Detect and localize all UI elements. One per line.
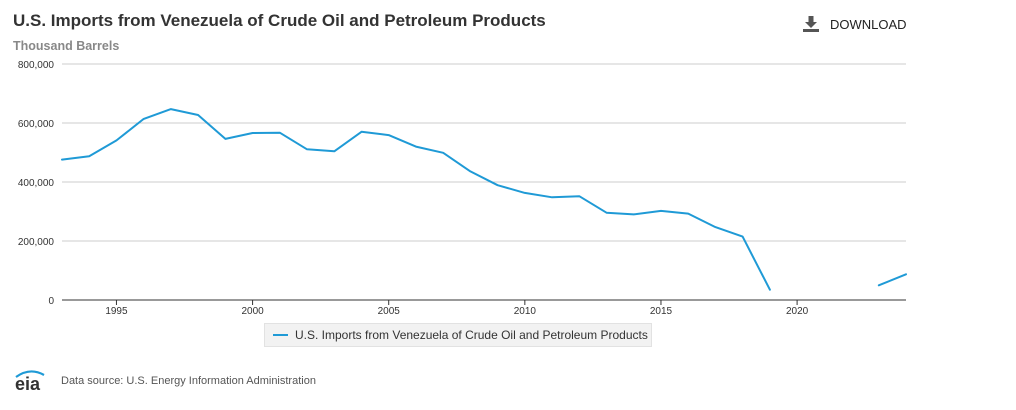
logo-text: eia xyxy=(15,374,41,393)
legend-label: U.S. Imports from Venezuela of Crude Oil… xyxy=(295,328,648,342)
line-chart: 0 200,000 400,000 600,000 800,000 1995 2000 200… xyxy=(18,60,907,317)
legend-item[interactable]: U.S. Imports from Venezuela of Crude Oil… xyxy=(264,323,652,347)
download-icon xyxy=(803,16,819,32)
chart-title: U.S. Imports from Venezuela of Crude Oil… xyxy=(13,11,546,30)
x-tick-label: 2010 xyxy=(514,306,537,317)
y-tick-label: 800,000 xyxy=(18,60,55,71)
series-line xyxy=(61,108,771,291)
y-tick-label: 600,000 xyxy=(18,119,55,130)
eia-logo: eia xyxy=(15,370,45,393)
x-tick-label: 2020 xyxy=(786,306,809,317)
series-line xyxy=(877,273,907,287)
footer: eia Data source: U.S. Energy Information… xyxy=(13,369,316,393)
download-label: DOWNLOAD xyxy=(830,16,907,32)
x-tick-label: 2000 xyxy=(241,306,264,317)
y-tick-label: 400,000 xyxy=(18,178,55,189)
y-tick-label: 0 xyxy=(48,296,54,307)
x-tick-label: 2005 xyxy=(378,306,401,317)
download-button[interactable]: DOWNLOAD xyxy=(803,16,907,32)
data-source: Data source: U.S. Energy Information Adm… xyxy=(61,375,316,387)
x-tick-label: 2015 xyxy=(650,306,673,317)
y-tick-label: 200,000 xyxy=(18,237,55,248)
chart-subtitle: Thousand Barrels xyxy=(13,39,120,53)
legend-swatch xyxy=(273,334,288,336)
x-tick-label: 1995 xyxy=(105,306,128,317)
